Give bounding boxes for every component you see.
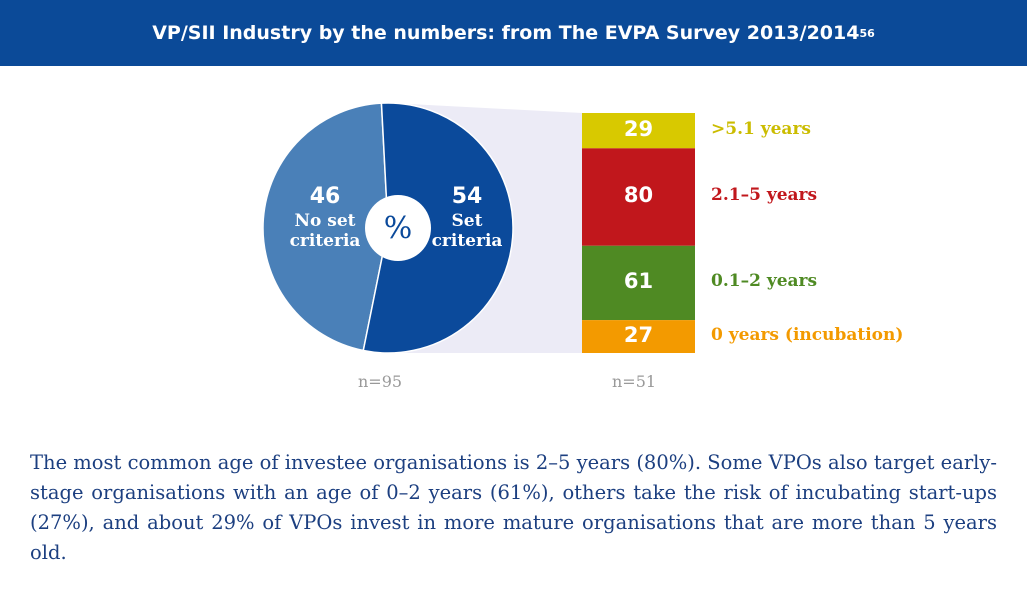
bar-segment [582,148,695,246]
chart: % [262,102,695,354]
slice-label: 54 Set criteria [412,183,522,251]
pie-slice [362,102,514,354]
center-disc [365,195,431,261]
bar-segment [582,245,695,321]
slice-value: 46 [309,184,341,209]
bar-segment [582,113,695,149]
slice-label: 46 No set criteria [270,183,380,251]
title: VP/SII Industry by the numbers: from The… [152,22,860,44]
header: VP/SII Industry by the numbers: from The… [0,0,1027,66]
sample-size: n=95 [358,372,403,391]
bar-segment [582,320,695,353]
center-label: % [384,211,413,246]
bar-category: >5.1 years [711,118,811,139]
slice-category: Set criteria [431,211,503,251]
bar-value: 61 [623,268,654,293]
sample-size: n=51 [612,372,657,391]
paragraph: The most common age of investee organisa… [30,451,997,564]
bar-value: 27 [623,322,654,347]
bar-category: 2.1–5 years [711,185,818,206]
bar-value: 80 [623,183,654,208]
bar-category: 0.1–2 years [711,270,818,291]
slice-category: No set criteria [289,211,361,251]
slice-value: 54 [451,184,483,209]
pie-slice [262,102,389,352]
footnote: 56 [859,26,875,40]
bar-value: 29 [623,116,654,141]
bar-category: 0 years (incubation) [711,324,904,345]
